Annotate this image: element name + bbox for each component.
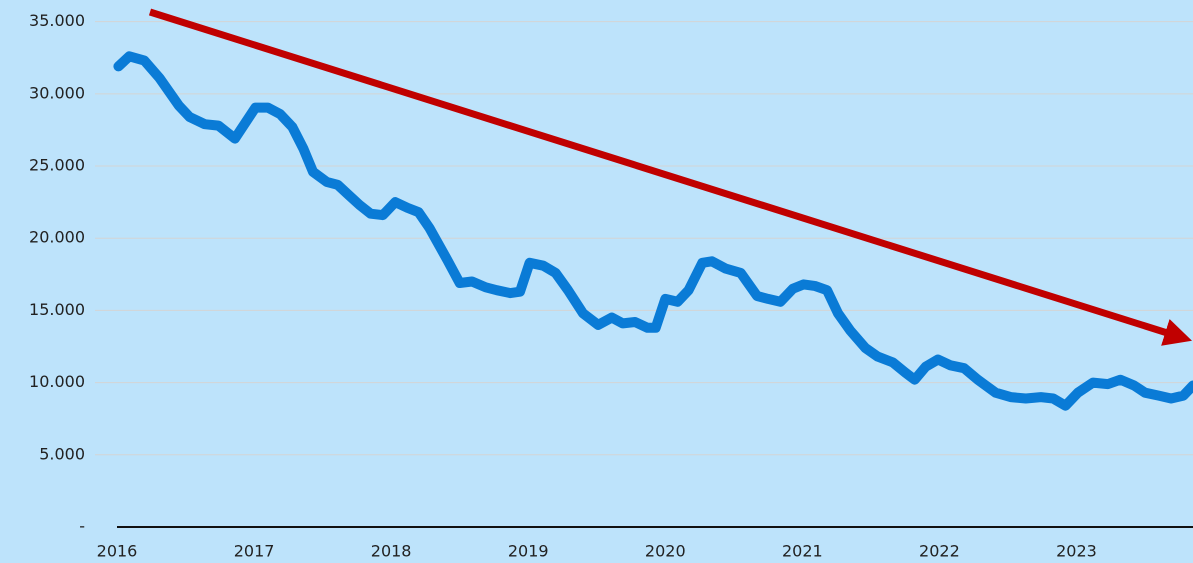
x-tick-label: 2016 [97,542,138,561]
x-tick-label: 2021 [782,542,823,561]
x-tick-label: 2023 [1056,542,1097,561]
x-tick-label: 2019 [508,542,549,561]
x-tick-label: 2020 [645,542,686,561]
y-tick-label: 25.000 [29,156,85,175]
y-tick-label: 30.000 [29,83,85,102]
x-tick-label: 2018 [371,542,412,561]
y-tick-label: 15.000 [29,300,85,319]
y-tick-label: - [79,517,85,536]
x-tick-label: 2022 [919,542,960,561]
data-line [113,51,1193,411]
y-tick-label: 35.000 [29,11,85,30]
x-tick-label: 2017 [234,542,275,561]
y-tick-label: 20.000 [29,228,85,247]
y-tick-label: 10.000 [29,372,85,391]
trend-arrow [148,8,1193,346]
y-tick-label: 5.000 [39,444,85,463]
